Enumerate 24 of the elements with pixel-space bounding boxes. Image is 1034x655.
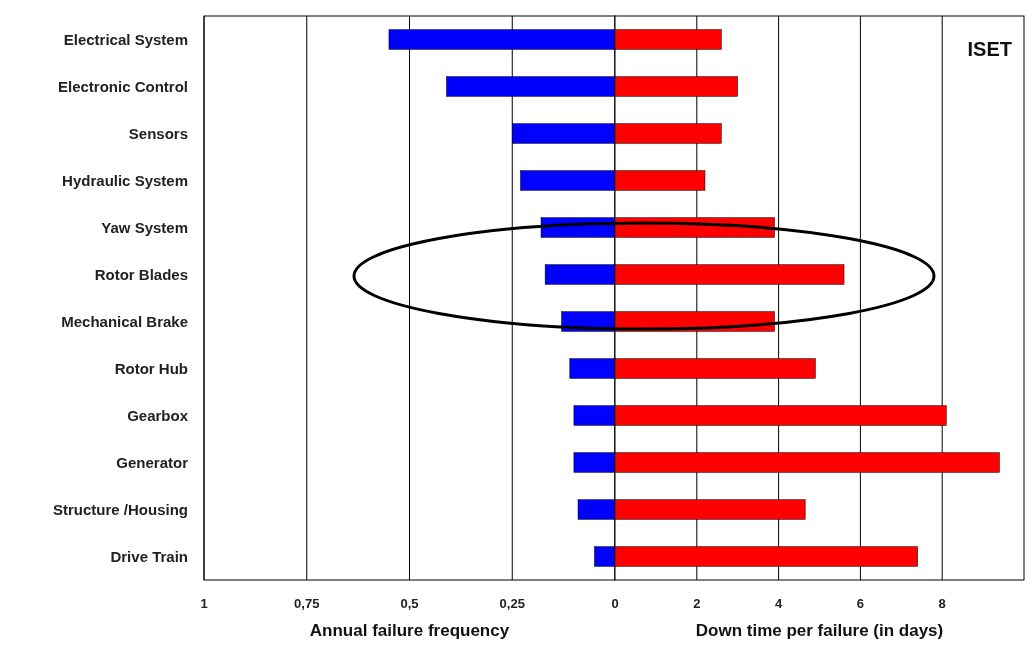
x-axis-title: Annual failure frequency	[309, 621, 510, 640]
y-tick-label: Mechanical Brake	[61, 312, 188, 330]
y-tick-label: Yaw System	[101, 218, 188, 236]
x-tick-label: 8	[938, 596, 946, 611]
y-tick-label: Sensors	[128, 124, 188, 142]
x-tick-label: 0,5	[400, 596, 419, 611]
y-tick-label: Electronic Control	[57, 77, 188, 95]
x-tick-label: 0,25	[499, 596, 525, 611]
x-tick-label: 0	[611, 596, 619, 611]
y-tick-label: Rotor Hub	[114, 359, 188, 377]
y-tick-label: Rotor Blades	[94, 265, 188, 283]
x-tick-label: 6	[856, 596, 865, 611]
x-tick-label: 1	[200, 596, 208, 611]
x-tick-label: 4	[774, 596, 783, 611]
x-axis-title: Down time per failure (in days)	[695, 621, 944, 640]
y-tick-label: Drive Train	[110, 547, 188, 565]
y-tick-label: Structure /Housing	[52, 500, 188, 518]
y-tick-label: Gearbox	[127, 406, 189, 424]
x-tick-label: 2	[693, 596, 701, 611]
y-tick-label: Hydraulic System	[62, 171, 188, 189]
y-tick-label: Electrical System	[63, 30, 188, 48]
x-tick-label: 0,75	[294, 596, 320, 611]
y-tick-label: Generator	[116, 453, 189, 471]
annotation: ISET	[967, 38, 1012, 60]
